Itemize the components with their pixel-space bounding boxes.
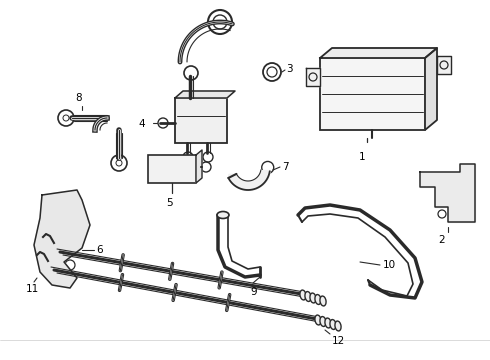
- Bar: [148, 155, 196, 183]
- Ellipse shape: [310, 293, 316, 303]
- Text: 11: 11: [25, 284, 39, 294]
- Text: 7: 7: [282, 162, 289, 172]
- Bar: [175, 98, 227, 143]
- Ellipse shape: [305, 292, 311, 301]
- Ellipse shape: [335, 321, 341, 331]
- Polygon shape: [320, 48, 437, 58]
- Polygon shape: [420, 164, 475, 222]
- Ellipse shape: [315, 294, 321, 305]
- Ellipse shape: [330, 320, 336, 329]
- Polygon shape: [196, 150, 202, 183]
- Ellipse shape: [300, 290, 306, 300]
- Text: 10: 10: [383, 260, 396, 270]
- Ellipse shape: [320, 296, 326, 306]
- Polygon shape: [437, 56, 451, 74]
- Polygon shape: [34, 190, 90, 288]
- Ellipse shape: [320, 316, 326, 327]
- Bar: [320, 58, 425, 130]
- Ellipse shape: [315, 315, 321, 325]
- Text: 8: 8: [75, 93, 82, 103]
- Polygon shape: [175, 91, 235, 98]
- Text: 5: 5: [166, 198, 172, 208]
- Text: 4: 4: [138, 119, 145, 129]
- Ellipse shape: [325, 318, 331, 328]
- Text: 9: 9: [251, 287, 257, 297]
- Text: 1: 1: [359, 152, 366, 162]
- Polygon shape: [425, 48, 437, 130]
- Text: 3: 3: [286, 64, 293, 74]
- Text: 2: 2: [439, 235, 445, 245]
- Text: 12: 12: [332, 336, 345, 346]
- Circle shape: [158, 118, 168, 128]
- Ellipse shape: [217, 211, 229, 219]
- Polygon shape: [306, 68, 320, 86]
- Text: 6: 6: [96, 245, 102, 255]
